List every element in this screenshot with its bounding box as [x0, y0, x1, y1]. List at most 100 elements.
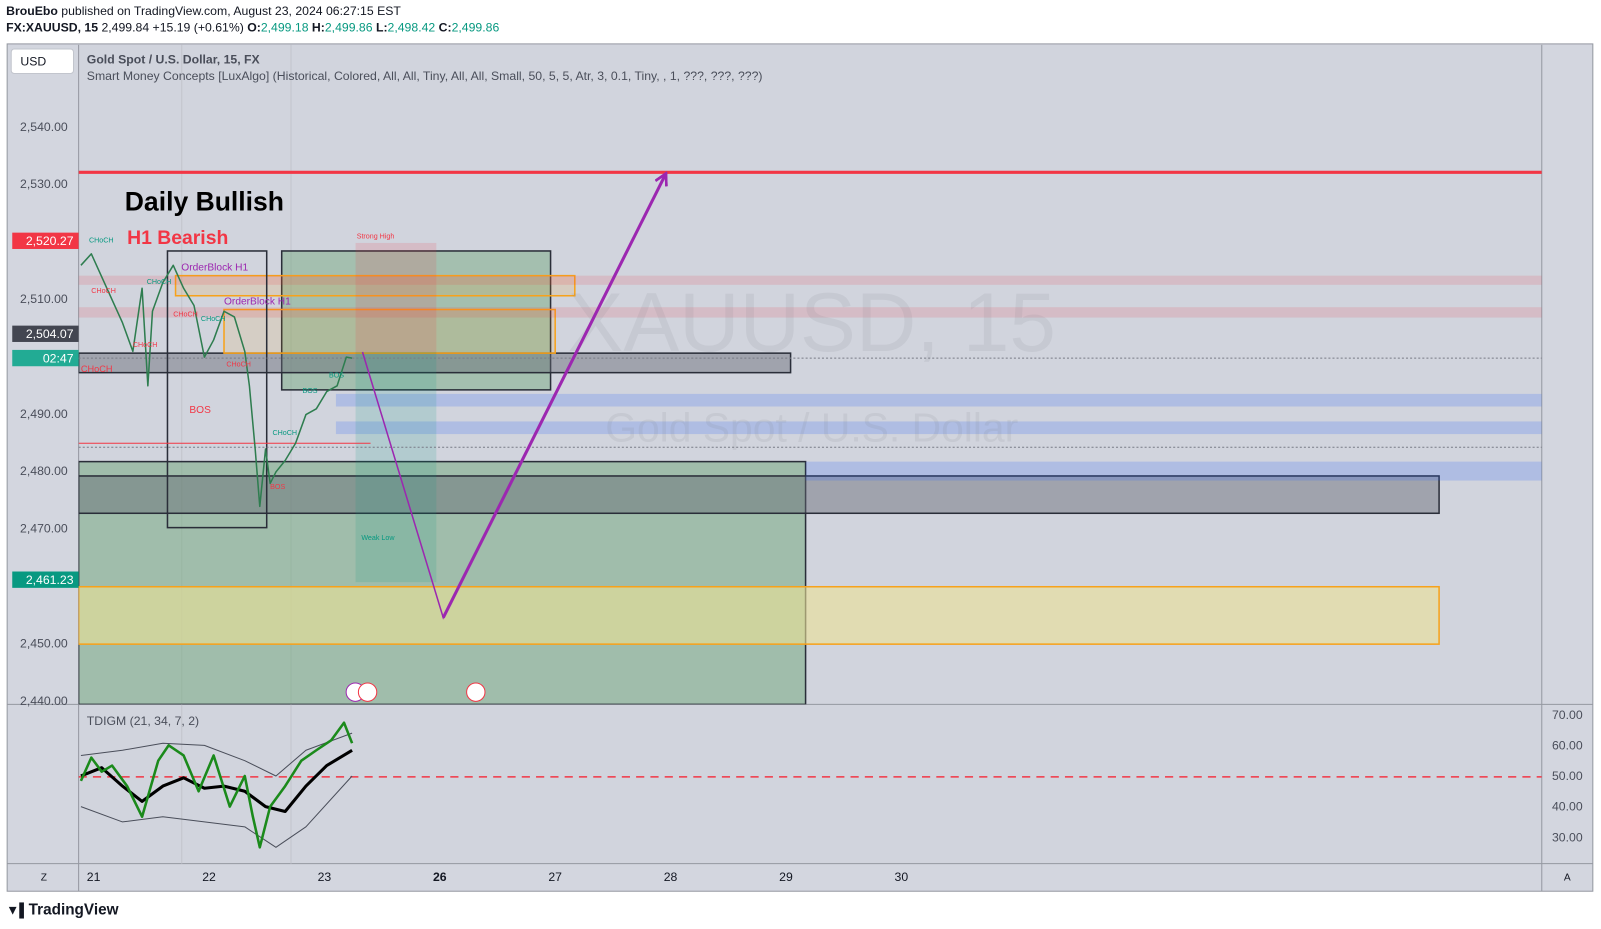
annotation: CHoCH: [89, 237, 114, 245]
series-line: [80, 732, 353, 777]
close: 2,499.86: [452, 21, 500, 35]
price-label-box: [12, 571, 79, 588]
y-tick-label: 2,450.00: [20, 636, 68, 650]
l-label: L:: [376, 21, 388, 35]
x-tick-label: 21: [87, 870, 101, 884]
o-label: O:: [247, 21, 261, 35]
open: 2,499.18: [261, 21, 309, 35]
annotation: BOS: [189, 405, 211, 416]
x-tick-label: 22: [202, 870, 216, 884]
brand-text: TradingView: [29, 902, 119, 919]
series-line: [80, 253, 353, 508]
annotation: Strong High: [357, 233, 395, 241]
y-tick-label: 60.00: [1552, 739, 1583, 753]
x-tick-label: 23: [318, 870, 332, 884]
publisher: BrouEbo: [6, 4, 58, 18]
price-label-box: [12, 232, 79, 249]
low: 2,498.42: [388, 21, 436, 35]
price-label-box: [12, 349, 79, 367]
y-tick-label: 2,490.00: [20, 407, 68, 421]
price-label: 02:47: [43, 351, 74, 365]
x-tick-label: 29: [779, 870, 793, 884]
annotation: H1 Bearish: [127, 227, 228, 249]
price-label: 2,504.07: [26, 327, 74, 341]
annotation: OrderBlock H1: [181, 262, 248, 273]
auto-scale-button[interactable]: A: [1564, 873, 1571, 884]
zone: [280, 250, 552, 391]
y-tick-label: 2,510.00: [20, 292, 68, 306]
c-label: C:: [439, 21, 452, 35]
pane-title: TDIGM (21, 34, 7, 2): [87, 714, 199, 728]
pane-title: Gold Spot / U.S. Dollar, 15, FX: [87, 52, 261, 66]
price-label: 2,461.23: [26, 573, 74, 587]
symbol: FX:XAUUSD, 15: [6, 21, 98, 35]
x-tick-label: 26: [433, 870, 447, 884]
event-icon[interactable]: [357, 682, 378, 702]
annotation: CHoCH: [201, 315, 226, 323]
zone: [355, 242, 437, 352]
zone: [335, 421, 1542, 435]
ohlc-line: FX:XAUUSD, 15 2,499.84 +15.19 (+0.61%) O…: [6, 21, 499, 35]
y-tick-label: 70.00: [1552, 708, 1583, 722]
high: 2,499.86: [325, 21, 373, 35]
annotation: Daily Bullish: [125, 186, 284, 216]
h-label: H:: [312, 21, 325, 35]
zone: [78, 307, 1542, 318]
y-tick-label: 2,530.00: [20, 177, 68, 191]
price-label: 2,520.27: [26, 234, 74, 248]
pane-subtitle: Smart Money Concepts [LuxAlgo] (Historic…: [87, 69, 763, 83]
currency-label[interactable]: USD: [20, 55, 46, 69]
main-plot: XAUUSD, 15 Gold Spot / U.S. Dollar Daily B…: [78, 170, 1542, 705]
currency-button[interactable]: [10, 48, 75, 75]
last: 2,499.84: [101, 21, 149, 35]
series-line: [80, 775, 353, 848]
y-tick-label: 30.00: [1552, 830, 1583, 844]
series-line: [80, 748, 353, 814]
zone: [223, 308, 556, 354]
y-tick-label: 2,540.00: [20, 120, 68, 134]
annotation: BOS: [302, 387, 317, 395]
annotation: BOS: [270, 483, 285, 491]
price-label-box: [12, 325, 79, 342]
annotation: CHoCH: [133, 341, 158, 349]
y-tick-label: 40.00: [1552, 800, 1583, 814]
annotation: CHoCH: [173, 311, 198, 319]
annotation: CHoCH: [147, 278, 172, 286]
indicator-plot: [78, 721, 1542, 849]
series-line: [79, 721, 354, 849]
x-tick-label: 27: [548, 870, 562, 884]
event-icons: [345, 682, 486, 702]
annotation: CHoCH: [272, 429, 297, 437]
indicator-pane: [78, 704, 1542, 864]
watermark-subtitle: Gold Spot / U.S. Dollar: [605, 405, 1018, 451]
annotation: Weak Low: [361, 534, 395, 542]
published: published on TradingView.com, August 23,…: [61, 4, 401, 18]
y-tick-label: 2,480.00: [20, 464, 68, 478]
zone: [78, 460, 807, 705]
projection-arrow: [441, 173, 666, 619]
annotation: CHoCH: [91, 287, 116, 295]
axes: Gold Spot / U.S. Dollar, 15, FX Smart Mon…: [12, 52, 1583, 884]
zone: [174, 274, 576, 297]
change: +15.19 (+0.61%): [153, 21, 244, 35]
x-tick-label: 30: [895, 870, 909, 884]
brand-logo: ▼▌TradingView: [6, 901, 118, 919]
x-tick-label: 28: [664, 870, 678, 884]
zone: [335, 393, 1542, 407]
watermark: XAUUSD, 15: [567, 275, 1055, 369]
zoom-button[interactable]: Z: [41, 873, 47, 884]
header-line: BrouEbo published on TradingView.com, Au…: [6, 4, 401, 18]
annotation: CHoCH: [81, 364, 113, 374]
annotation: CHoCH: [226, 361, 251, 369]
zone: [78, 585, 1440, 645]
event-icon[interactable]: [466, 682, 486, 702]
zone: [805, 461, 1542, 481]
zone: [78, 475, 1440, 515]
y-tick-label: 2,440.00: [20, 694, 68, 708]
zone: [355, 351, 437, 583]
brand-mark: ▼▌: [6, 901, 29, 919]
zone: [166, 250, 268, 529]
y-tick-label: 2,470.00: [20, 522, 68, 536]
